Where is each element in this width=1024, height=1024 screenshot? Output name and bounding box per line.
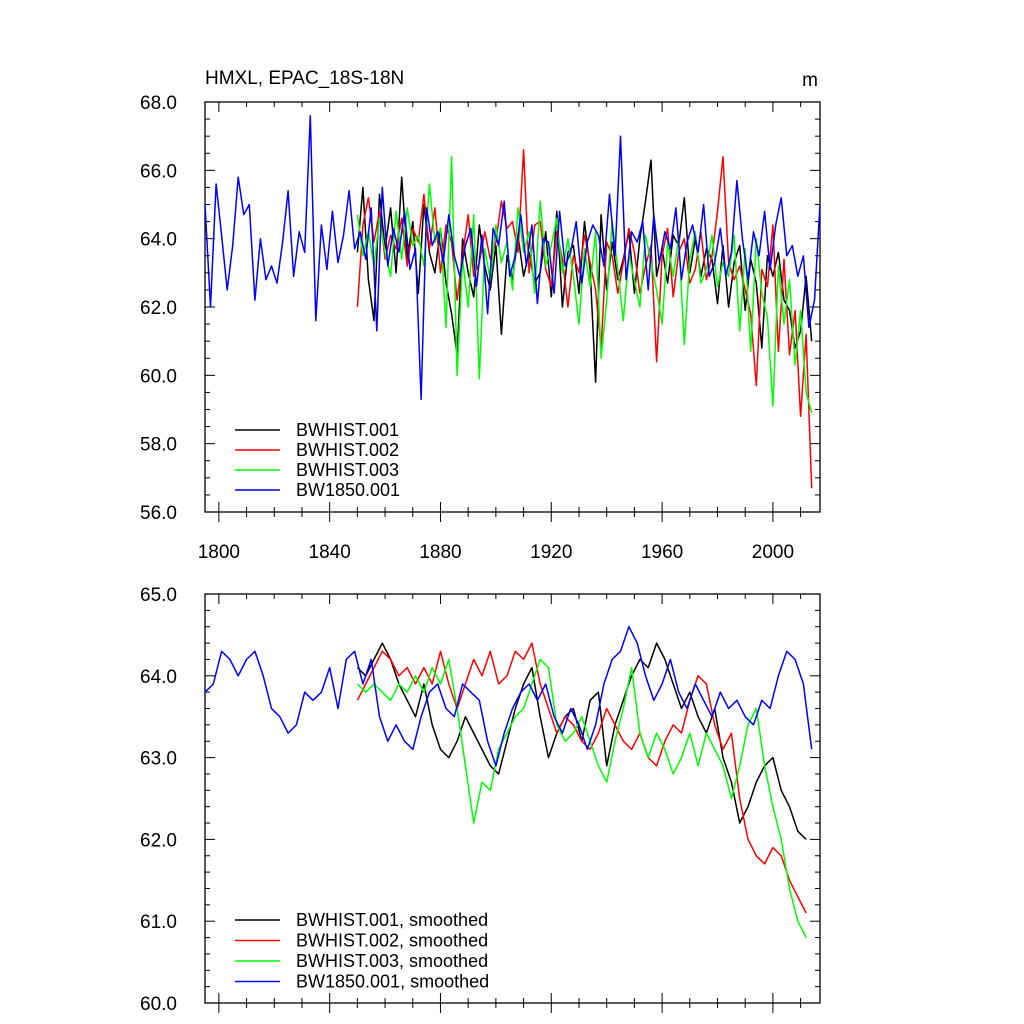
series-line-3	[356, 658, 807, 938]
y-tick-label: 60.0	[140, 366, 177, 387]
legend-label-2: BWHIST.002, smoothed	[296, 931, 488, 951]
legend-label-4: BW1850.001	[296, 480, 400, 500]
y-tick-label: 56.0	[140, 503, 177, 524]
y-tick-label: 60.0	[140, 994, 177, 1015]
x-tick-label: 1840	[309, 542, 351, 563]
hmxl-panel: 56.0 58.0 60.0 62.0 64.0 66.0 68.0 1800 1840 1880…	[140, 68, 821, 563]
y-tick-label: 63.0	[140, 749, 177, 770]
y-tick-label: 61.0	[140, 912, 177, 933]
x-tick-label: 1920	[530, 542, 572, 563]
x-tick-label: 1800	[198, 542, 240, 563]
y-tick-label: 64.0	[140, 667, 177, 688]
x-tick-label: 2000	[752, 542, 794, 563]
series-line-4	[204, 114, 821, 401]
legend-label-3: BWHIST.003	[296, 460, 399, 480]
y-tick-label: 58.0	[140, 435, 177, 456]
series-line-2	[356, 642, 807, 914]
series-line-2	[356, 149, 813, 489]
legend-label-1: BWHIST.001, smoothed	[296, 910, 488, 930]
x-tick-label: 1960	[641, 542, 683, 563]
y-tick-label: 62.0	[140, 830, 177, 851]
chart-title: HMXL, EPAC_18S-18N	[205, 68, 404, 89]
y-tick-label: 68.0	[140, 93, 177, 114]
x-tick-label: 1880	[419, 542, 461, 563]
units-label: m	[802, 70, 818, 91]
hmxl-smoothed-panel: 60.0 61.0 62.0 63.0 64.0 65.0 BWHIST.001, smoo…	[140, 585, 821, 1015]
y-tick-label: 66.0	[140, 161, 177, 182]
series-line-4	[204, 625, 813, 767]
y-tick-label: 62.0	[140, 298, 177, 319]
legend-label-1: BWHIST.001	[296, 420, 399, 440]
plot-frame	[204, 593, 821, 1004]
legend-label-2: BWHIST.002	[296, 440, 399, 460]
y-tick-label: 64.0	[140, 230, 177, 251]
legend-label-3: BWHIST.003, smoothed	[296, 951, 488, 971]
y-tick-label: 65.0	[140, 585, 177, 606]
legend-label-4: BW1850.001, smoothed	[296, 972, 489, 992]
series-line-3	[356, 155, 813, 414]
